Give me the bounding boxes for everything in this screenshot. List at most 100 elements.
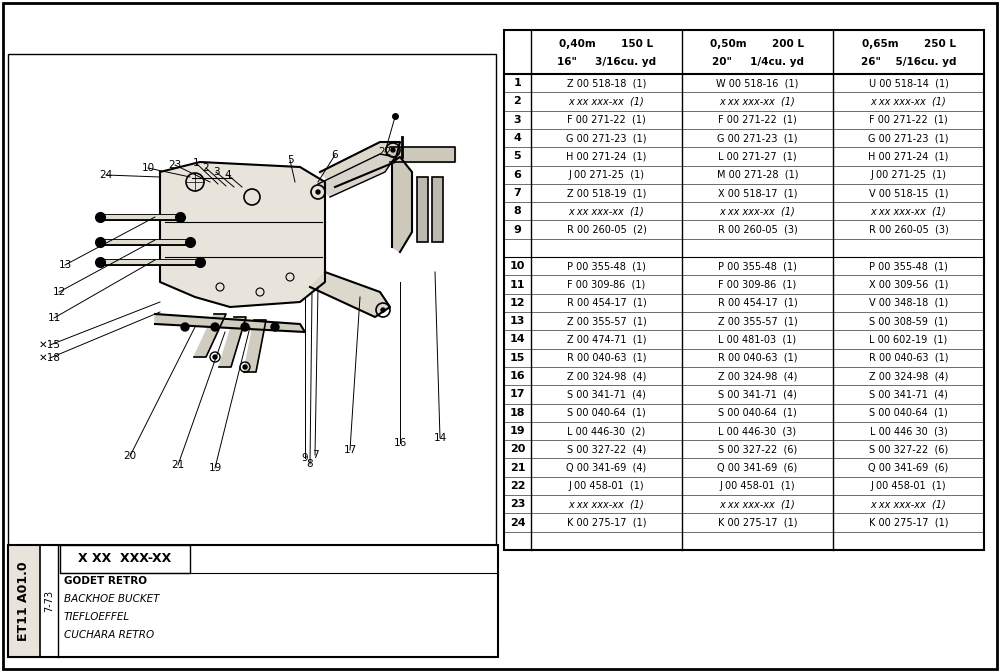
Bar [504,30,984,550]
Text: S 00 308-59  (1): S 00 308-59 (1) [869,316,948,326]
Bar [504,30,984,550]
Text: R 00 040-63  (1): R 00 040-63 (1) [869,353,948,363]
Text: K 00 275-17  (1): K 00 275-17 (1) [567,517,646,528]
Text: 8: 8 [514,206,521,216]
Text: x xx xxx-xx  (1): x xx xxx-xx (1) [871,499,946,509]
Text: 7-73: 7-73 [44,590,54,612]
Text: Z 00 518-19  (1): Z 00 518-19 (1) [567,188,646,198]
Text: 2: 2 [203,163,209,173]
Text: x xx xxx-xx  (1): x xx xxx-xx (1) [871,97,946,106]
Text: 21: 21 [510,462,525,472]
Text: S 00 327-22  (4): S 00 327-22 (4) [567,444,646,454]
Text: L 00 602-19  (1): L 00 602-19 (1) [869,335,948,345]
Text: 10: 10 [141,163,155,173]
Text: U 00 518-14  (1): U 00 518-14 (1) [869,78,948,88]
Polygon shape [155,314,305,332]
Text: 9: 9 [514,224,521,235]
Text: Z 00 324-98  (4): Z 00 324-98 (4) [567,371,646,381]
Text: 16: 16 [510,371,525,381]
Text: R 00 454-17  (1): R 00 454-17 (1) [567,298,646,308]
Text: R 00 040-63  (1): R 00 040-63 (1) [567,353,646,363]
Text: F 00 271-22  (1): F 00 271-22 (1) [567,115,646,125]
Text: X XX  XXX-XX: X XX XXX-XX [78,552,172,566]
Circle shape [211,323,219,331]
Text: 22: 22 [378,147,392,157]
Text: x xx xxx-xx  (1): x xx xxx-xx (1) [720,499,795,509]
Text: G 00 271-23  (1): G 00 271-23 (1) [868,133,949,143]
Text: P 00 355-48  (1): P 00 355-48 (1) [567,261,646,271]
Text: R 00 040-63  (1): R 00 040-63 (1) [718,353,797,363]
Text: Q 00 341-69  (6): Q 00 341-69 (6) [717,462,798,472]
Text: L 00 271-27  (1): L 00 271-27 (1) [718,151,797,161]
Text: 1: 1 [193,158,199,168]
Text: Z 00 324-98  (4): Z 00 324-98 (4) [718,371,797,381]
Bar [60,545,190,573]
Text: 7: 7 [514,188,521,198]
Text: J 00 458-01  (1): J 00 458-01 (1) [871,481,946,491]
Text: 17: 17 [343,445,357,455]
Text: 12: 12 [510,298,525,308]
Text: x xx xxx-xx  (1): x xx xxx-xx (1) [569,97,644,106]
Text: 3: 3 [213,167,219,177]
Polygon shape [320,142,400,187]
Circle shape [243,365,247,369]
Text: Z 00 355-57  (1): Z 00 355-57 (1) [567,316,646,326]
Text: F 00 309-86  (1): F 00 309-86 (1) [567,280,646,290]
Text: S 00 327-22  (6): S 00 327-22 (6) [869,444,948,454]
Text: 13: 13 [58,260,72,270]
Text: Q 00 341-69  (6): Q 00 341-69 (6) [868,462,949,472]
Text: L 00 446 30  (3): L 00 446 30 (3) [870,426,947,436]
Text: Z 00 474-71  (1): Z 00 474-71 (1) [567,335,646,345]
Text: 14: 14 [510,335,525,345]
Circle shape [381,308,385,312]
Text: H 00 271-24  (1): H 00 271-24 (1) [566,151,647,161]
Text: S 00 327-22  (6): S 00 327-22 (6) [718,444,797,454]
Text: V 00 348-18  (1): V 00 348-18 (1) [869,298,948,308]
Text: J 00 271-25  (1): J 00 271-25 (1) [870,170,946,179]
Text: R 00 260-05  (3): R 00 260-05 (3) [869,224,948,235]
Text: 6: 6 [514,170,521,179]
Circle shape [391,148,395,152]
Polygon shape [244,320,266,372]
Polygon shape [219,317,246,367]
Polygon shape [392,157,412,252]
Text: x xx xxx-xx  (1): x xx xxx-xx (1) [871,206,946,216]
Circle shape [241,323,249,331]
Bar [8,54,496,584]
Text: L 00 481-03  (1): L 00 481-03 (1) [718,335,797,345]
Text: 20: 20 [510,444,525,454]
Bar [432,177,443,242]
Text: BACKHOE BUCKET: BACKHOE BUCKET [64,594,160,604]
Bar [8,545,40,657]
Text: 20: 20 [123,451,137,461]
Text: 21: 21 [171,460,185,470]
Text: 12: 12 [52,287,66,297]
Polygon shape [310,272,390,317]
Text: TIEFLOEFFEL: TIEFLOEFFEL [64,612,130,622]
Text: K 00 275-17  (1): K 00 275-17 (1) [718,517,797,528]
Text: F 00 271-22  (1): F 00 271-22 (1) [718,115,797,125]
Circle shape [316,190,320,194]
Text: x xx xxx-xx  (1): x xx xxx-xx (1) [569,499,644,509]
Text: Z 00 518-18  (1): Z 00 518-18 (1) [567,78,646,88]
Text: 18: 18 [510,408,525,418]
Text: 0,40m       150 L: 0,40m 150 L [559,39,654,49]
Circle shape [181,323,189,331]
Text: ✕18: ✕18 [39,353,61,363]
Text: 5: 5 [514,151,521,161]
Text: 2: 2 [514,97,521,106]
Text: J 00 458-01  (1): J 00 458-01 (1) [569,481,644,491]
Text: P 00 355-48  (1): P 00 355-48 (1) [869,261,948,271]
Text: 19: 19 [510,426,525,436]
Text: S 00 341-71  (4): S 00 341-71 (4) [718,389,797,399]
Circle shape [271,323,279,331]
Text: 4: 4 [225,170,231,180]
Text: 20"     1/4cu. yd: 20" 1/4cu. yd [712,57,804,67]
Polygon shape [318,154,395,197]
Text: J 00 458-01  (1): J 00 458-01 (1) [720,481,795,491]
Text: x xx xxx-xx  (1): x xx xxx-xx (1) [569,206,644,216]
Text: K 00 275-17  (1): K 00 275-17 (1) [869,517,948,528]
Bar [417,177,428,242]
Text: R 00 260-05  (2): R 00 260-05 (2) [567,224,646,235]
Text: GODET RETRO: GODET RETRO [64,576,147,586]
